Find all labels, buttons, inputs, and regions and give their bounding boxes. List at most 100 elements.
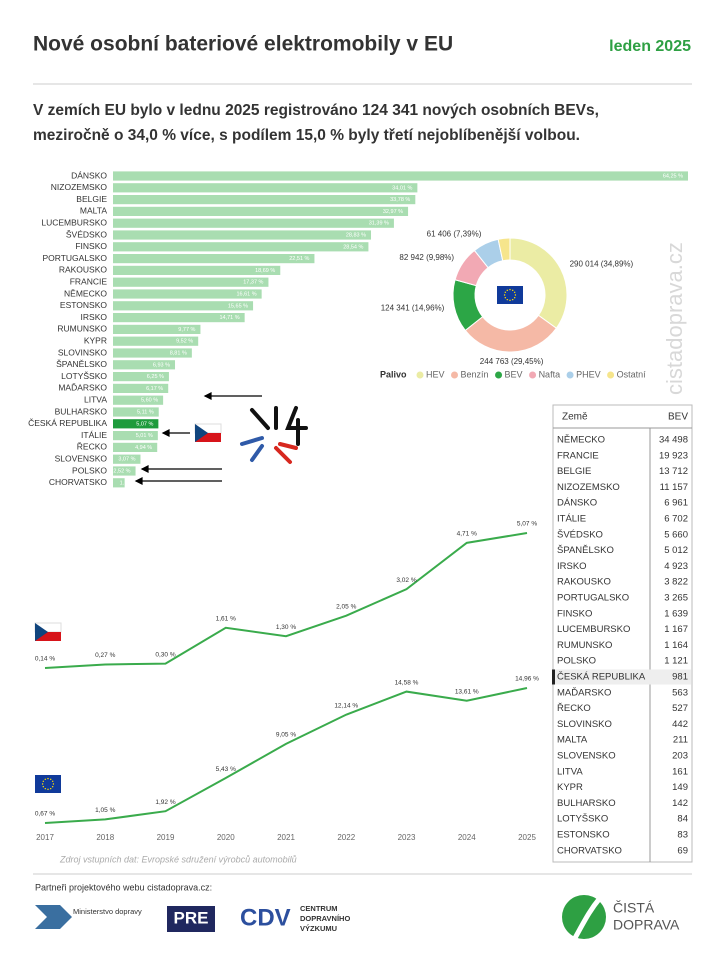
- table-cell: 5 012: [664, 545, 688, 556]
- subtitle-line: V zemích EU bylo v lednu 2025 registrová…: [33, 102, 599, 119]
- bar-label: SLOVINSKO: [58, 347, 108, 357]
- point-label: 2,05 %: [336, 603, 356, 610]
- bar-value: 28,83 %: [346, 232, 366, 238]
- bar-value: 31,39 %: [369, 221, 389, 227]
- bar-label: FINSKO: [75, 241, 107, 251]
- eu-star: [511, 298, 514, 301]
- bar: [113, 478, 125, 488]
- x-tick-label: 2024: [458, 833, 476, 842]
- table-cell: IRSKO: [557, 561, 587, 572]
- bar: [113, 265, 281, 275]
- table-cell: POLSKO: [557, 656, 596, 667]
- x-tick-label: 2021: [277, 833, 295, 842]
- bar-value: 1…: [120, 480, 129, 486]
- table-cell: 527: [672, 703, 688, 714]
- eu-flag: [497, 286, 523, 304]
- table-cell: ŠPANĚLSKO: [557, 545, 614, 556]
- legend-label: BEV: [505, 369, 523, 379]
- table-cell: 142: [672, 798, 688, 809]
- table-cell: 981: [672, 672, 688, 683]
- donut-label: 61 406 (7,39%): [427, 230, 482, 239]
- source: Zdroj vstupních dat: Evropské sdružení v…: [59, 854, 297, 864]
- bar: [113, 407, 159, 417]
- bar-label: LOTYŠSKO: [61, 371, 107, 381]
- cdv-logo: CDV CENTRUM DOPRAVNÍHO VÝZKUMU: [240, 904, 350, 933]
- eu-star: [514, 294, 517, 296]
- table-cell: 4 923: [664, 561, 688, 572]
- table-cell: 5 660: [664, 529, 688, 540]
- bar: [113, 466, 136, 476]
- bar: [113, 431, 158, 441]
- legend-label: HEV: [426, 369, 445, 379]
- point-label: 1,92 %: [155, 799, 175, 806]
- bar-label: ESTONSKO: [60, 300, 107, 310]
- point-label: 5,07 %: [517, 521, 537, 528]
- bar: [113, 171, 688, 181]
- legend-swatch: [495, 371, 503, 379]
- point-label: 14,96 %: [515, 676, 539, 683]
- table-cell: ČESKÁ REPUBLIKA: [557, 672, 646, 683]
- legend-label: Benzín: [461, 369, 489, 379]
- arrows: [134, 392, 262, 485]
- table-cell: 563: [672, 687, 688, 698]
- point-label: 9,05 %: [276, 732, 296, 739]
- table-cell: CHORVATSKO: [557, 845, 622, 856]
- cdv-name: CENTRUM: [300, 904, 338, 913]
- highlight-row: [554, 669, 691, 685]
- brand-name: ČISTÁ: [613, 900, 655, 916]
- table-cell: 69: [677, 845, 688, 856]
- point-label: 1,61 %: [216, 615, 236, 622]
- bar-value: 32,97 %: [383, 209, 403, 215]
- bar: [113, 395, 164, 405]
- bar: [113, 383, 169, 393]
- bar-label: ŠPANĚLSKO: [56, 359, 107, 369]
- eu-star: [49, 787, 52, 790]
- bar-value: 5,01 %: [136, 433, 153, 439]
- bar: [113, 336, 199, 346]
- table-cell: 3 822: [664, 577, 688, 588]
- line: [44, 687, 528, 824]
- date: leden 2025: [609, 38, 691, 55]
- ministry-name: Ministerstvo dopravy: [73, 907, 142, 916]
- point-label: 0,30 %: [155, 651, 175, 658]
- table-cell: NIZOZEMSKO: [557, 482, 620, 493]
- eu-star: [511, 289, 514, 292]
- donut-label: 124 341 (14,96%): [381, 303, 445, 312]
- x-tick-label: 2020: [217, 833, 235, 842]
- table-header: Země: [562, 412, 588, 423]
- highlight-marker: [552, 669, 555, 685]
- bar-value: 17,37 %: [243, 280, 263, 286]
- cdv-name: DOPRAVNÍHO: [300, 914, 350, 923]
- bar-label: ČESKÁ REPUBLIKA: [28, 418, 107, 428]
- table-cell: KYPR: [557, 782, 583, 793]
- bar-label: SLOVENSKO: [55, 453, 108, 463]
- eu-flag: [35, 775, 61, 793]
- eu-star: [47, 788, 49, 791]
- table-cell: RAKOUSKO: [557, 577, 611, 588]
- watermark: cistadoprava.cz: [662, 242, 687, 395]
- bar-value: 9,52 %: [176, 339, 193, 345]
- table-cell: 211: [673, 735, 688, 746]
- bar-label: ŠVÉDSKO: [66, 229, 107, 239]
- presidency-logo: [240, 406, 308, 464]
- eu-star: [504, 296, 507, 299]
- bar: [113, 360, 176, 370]
- bar: [113, 254, 315, 264]
- table-cell: 6 702: [664, 514, 688, 525]
- bar: [113, 242, 369, 252]
- bar: [113, 206, 409, 216]
- eu-star: [47, 777, 49, 780]
- x-tick-label: 2017: [36, 833, 54, 842]
- donut-slice: [509, 237, 568, 329]
- bar-label: MALTA: [80, 206, 107, 216]
- pre-name: PRE: [174, 908, 209, 927]
- point-label: 1,05 %: [95, 807, 115, 814]
- table-cell: 3 265: [664, 593, 688, 604]
- eu-star: [506, 289, 509, 292]
- bar-label: BULHARSKO: [55, 406, 108, 416]
- x-tick-label: 2019: [157, 833, 175, 842]
- table-cell: 11 157: [660, 482, 688, 493]
- bar-value: 6,25 %: [147, 374, 164, 380]
- cz-flag: [194, 423, 222, 442]
- point-label: 3,02 %: [396, 577, 416, 584]
